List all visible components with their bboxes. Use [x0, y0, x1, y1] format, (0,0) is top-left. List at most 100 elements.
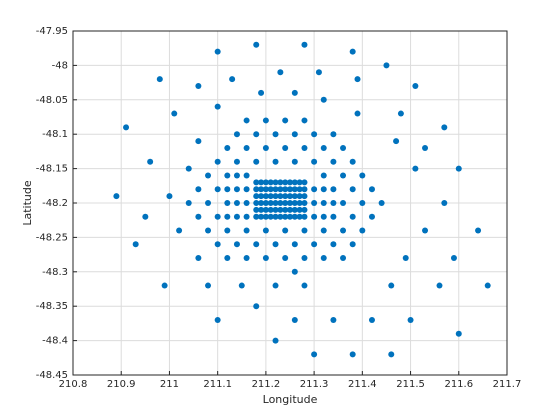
point: [243, 255, 250, 262]
point: [238, 282, 245, 289]
point: [272, 213, 279, 220]
point: [195, 83, 202, 90]
point: [224, 227, 231, 234]
point: [205, 200, 212, 206]
point: [311, 351, 318, 358]
point: [320, 186, 327, 193]
y-tick-label: -48.4: [42, 336, 68, 347]
y-tick-label: -48: [52, 60, 68, 71]
point: [320, 200, 327, 206]
point: [287, 179, 293, 186]
point: [272, 193, 279, 200]
point: [368, 213, 375, 220]
point: [315, 69, 322, 76]
point: [320, 227, 327, 234]
point: [291, 268, 298, 275]
point: [359, 227, 366, 234]
point: [262, 213, 269, 220]
point: [267, 213, 274, 220]
point: [243, 144, 250, 151]
x-tick-label: 210.9: [107, 379, 136, 390]
point: [113, 193, 120, 200]
point: [287, 206, 293, 213]
x-tick-label: 210.8: [59, 379, 88, 390]
point: [262, 117, 269, 124]
ticks: 210.8 210.9 211 211.1 211.2 211.3 211.4 211.5 21…: [36, 26, 522, 390]
point: [330, 241, 337, 248]
point: [224, 172, 231, 179]
point: [258, 206, 265, 213]
point: [253, 241, 260, 248]
point: [258, 89, 265, 96]
y-tick-label: -48.25: [36, 232, 68, 243]
point: [243, 213, 250, 220]
y-tick-label: -48.2: [42, 198, 68, 209]
point: [393, 138, 400, 145]
point: [243, 172, 250, 179]
point: [282, 117, 289, 124]
point: [349, 351, 356, 358]
point: [224, 144, 231, 151]
point: [330, 131, 337, 138]
y-tick-label: -48.15: [36, 164, 68, 175]
point: [277, 69, 284, 76]
point: [291, 179, 298, 186]
x-tick-label: 211.7: [493, 379, 522, 390]
point: [383, 62, 390, 69]
point: [340, 172, 347, 179]
point: [301, 255, 308, 262]
point: [262, 255, 269, 262]
point: [340, 255, 347, 262]
point: [436, 282, 443, 289]
point: [330, 186, 337, 193]
point: [455, 165, 462, 172]
point: [368, 316, 375, 323]
point: [301, 117, 308, 124]
point: [301, 179, 308, 186]
point: [422, 227, 429, 234]
point: [214, 186, 221, 193]
point: [282, 213, 289, 220]
point: [296, 186, 303, 193]
point: [287, 200, 293, 206]
point: [142, 213, 149, 220]
point: [233, 158, 240, 165]
point: [262, 144, 269, 151]
point: [253, 179, 260, 186]
point: [253, 206, 260, 213]
point: [320, 144, 327, 151]
point: [161, 282, 168, 289]
point: [291, 206, 298, 213]
point: [320, 255, 327, 262]
y-tick-label: -48.3: [42, 267, 68, 278]
point: [320, 213, 327, 220]
point: [354, 76, 361, 83]
point: [243, 227, 250, 234]
point: [291, 213, 298, 220]
x-tick-label: 211.1: [203, 379, 232, 390]
point: [287, 186, 293, 193]
point: [296, 200, 303, 206]
point: [214, 316, 221, 323]
point: [301, 144, 308, 151]
point: [195, 138, 202, 145]
point: [291, 89, 298, 96]
y-tick-label: -48.35: [36, 301, 68, 312]
point: [291, 186, 298, 193]
point: [258, 186, 265, 193]
y-tick-label: -48.45: [36, 370, 68, 381]
point: [205, 282, 212, 289]
point: [296, 179, 303, 186]
point: [340, 227, 347, 234]
point: [185, 200, 192, 206]
point: [171, 110, 178, 117]
point: [320, 96, 327, 103]
point: [330, 158, 337, 165]
point: [277, 193, 284, 200]
point: [262, 227, 269, 234]
point: [233, 172, 240, 179]
point: [311, 200, 318, 206]
point: [282, 193, 289, 200]
points: [113, 41, 491, 358]
point: [214, 103, 221, 110]
